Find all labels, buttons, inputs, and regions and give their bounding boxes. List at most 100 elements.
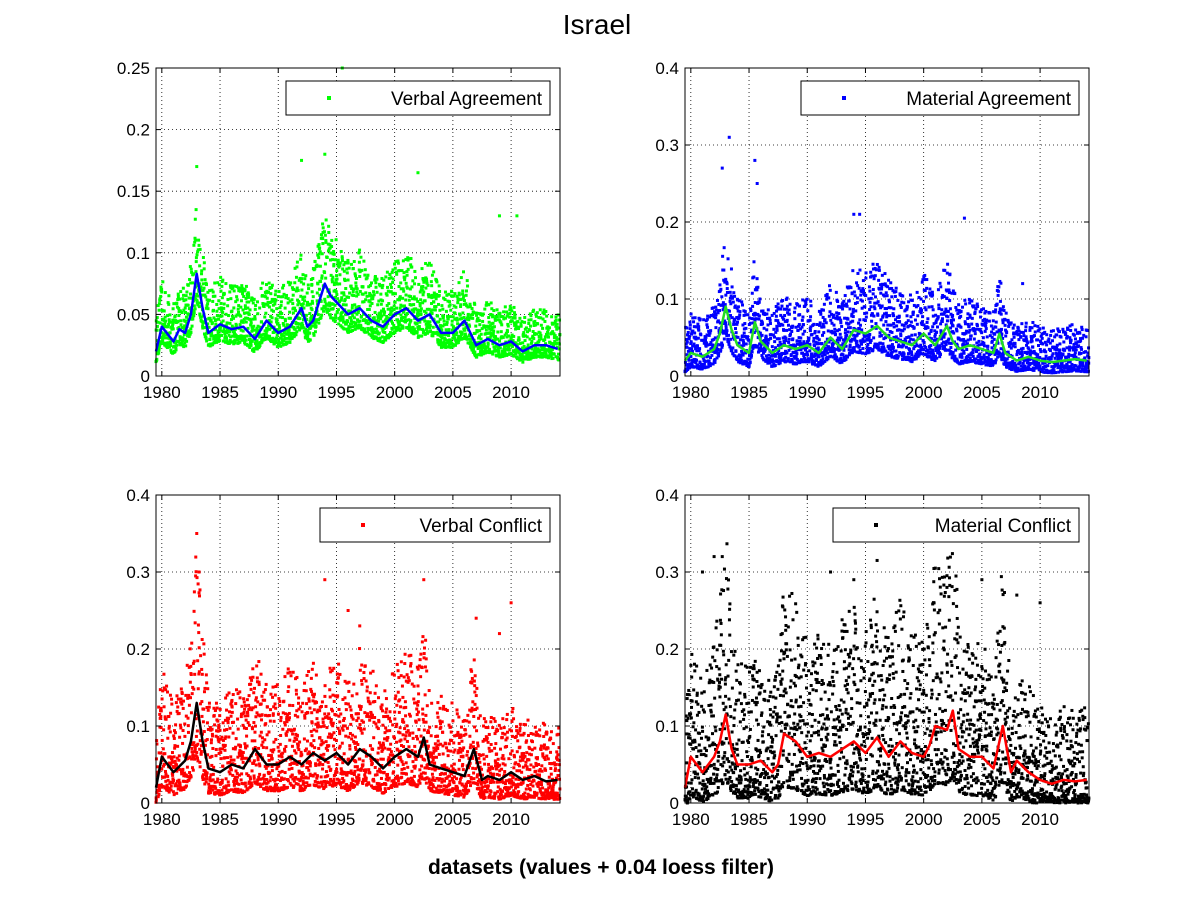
data-point — [729, 314, 733, 318]
data-point — [533, 319, 537, 323]
data-point — [557, 358, 561, 362]
data-point — [404, 318, 408, 322]
data-point — [225, 331, 229, 335]
data-point — [377, 319, 381, 323]
data-point — [333, 320, 337, 324]
data-point — [530, 351, 534, 355]
data-point — [904, 339, 908, 343]
data-point — [846, 317, 850, 321]
data-point — [892, 322, 896, 326]
data-point — [1026, 365, 1030, 369]
data-point — [966, 338, 970, 342]
data-point — [979, 308, 983, 312]
data-point — [442, 319, 446, 323]
data-point — [1029, 361, 1033, 365]
data-point — [753, 318, 757, 322]
data-point — [933, 333, 937, 337]
data-point — [347, 266, 351, 270]
data-point — [231, 285, 235, 289]
data-point — [781, 336, 785, 340]
data-point — [461, 311, 465, 315]
data-point — [327, 301, 331, 305]
data-point — [185, 321, 189, 325]
data-point — [920, 280, 924, 284]
data-point — [728, 299, 732, 303]
data-point — [538, 350, 542, 354]
data-point — [1027, 347, 1031, 351]
data-point — [912, 347, 916, 351]
data-point — [765, 312, 769, 316]
data-point — [215, 340, 219, 344]
data-point — [219, 289, 223, 293]
data-point — [496, 330, 500, 334]
data-point — [222, 306, 226, 310]
data-point — [214, 322, 218, 326]
data-point — [1041, 326, 1045, 330]
data-point — [1003, 361, 1007, 365]
data-point — [869, 270, 873, 274]
data-point — [998, 299, 1002, 303]
data-point — [962, 351, 966, 355]
data-point — [942, 312, 946, 316]
data-point — [762, 326, 766, 330]
data-point — [453, 317, 457, 321]
data-point — [387, 302, 391, 306]
data-point — [265, 327, 269, 331]
data-point — [321, 226, 325, 230]
data-point — [409, 257, 413, 261]
data-point — [533, 351, 537, 355]
data-point — [449, 339, 453, 343]
data-point — [415, 330, 419, 334]
data-point — [813, 331, 817, 335]
data-point — [931, 325, 935, 329]
data-point — [802, 356, 806, 360]
data-point — [750, 317, 754, 321]
data-point — [440, 328, 444, 332]
data-point — [392, 308, 396, 312]
x-tick-label: 1985 — [201, 383, 239, 402]
data-point — [385, 293, 389, 297]
data-point — [381, 283, 385, 287]
data-point — [296, 303, 300, 307]
data-point — [495, 315, 499, 319]
data-point — [1030, 326, 1034, 330]
data-point — [937, 306, 941, 310]
data-point — [244, 338, 248, 342]
data-point — [209, 319, 213, 323]
data-point — [441, 333, 445, 337]
data-point — [1001, 305, 1005, 309]
data-point — [290, 335, 294, 339]
data-point — [1038, 364, 1042, 368]
data-point — [807, 360, 811, 364]
data-point — [919, 311, 923, 315]
data-point — [787, 337, 791, 341]
data-point — [409, 263, 413, 267]
data-point — [1024, 321, 1028, 325]
data-point — [403, 278, 407, 282]
data-point — [341, 303, 345, 307]
data-point — [925, 320, 929, 324]
data-point — [755, 344, 759, 348]
data-point — [742, 327, 746, 331]
data-point — [155, 324, 159, 328]
data-point — [684, 342, 688, 346]
data-point — [821, 333, 825, 337]
data-point — [858, 327, 862, 331]
data-point — [905, 307, 909, 311]
data-point — [1000, 358, 1004, 362]
data-point — [218, 339, 222, 343]
data-point — [281, 343, 285, 347]
data-point — [717, 309, 721, 313]
data-point — [996, 289, 1000, 293]
data-point — [689, 312, 693, 316]
data-point — [729, 346, 733, 350]
data-point — [452, 304, 456, 308]
data-point — [248, 345, 252, 349]
data-point — [733, 354, 737, 358]
data-point — [890, 350, 894, 354]
data-point — [977, 354, 981, 358]
data-point — [915, 290, 919, 294]
data-point — [499, 330, 503, 334]
data-point — [929, 344, 933, 348]
data-point — [178, 309, 182, 313]
